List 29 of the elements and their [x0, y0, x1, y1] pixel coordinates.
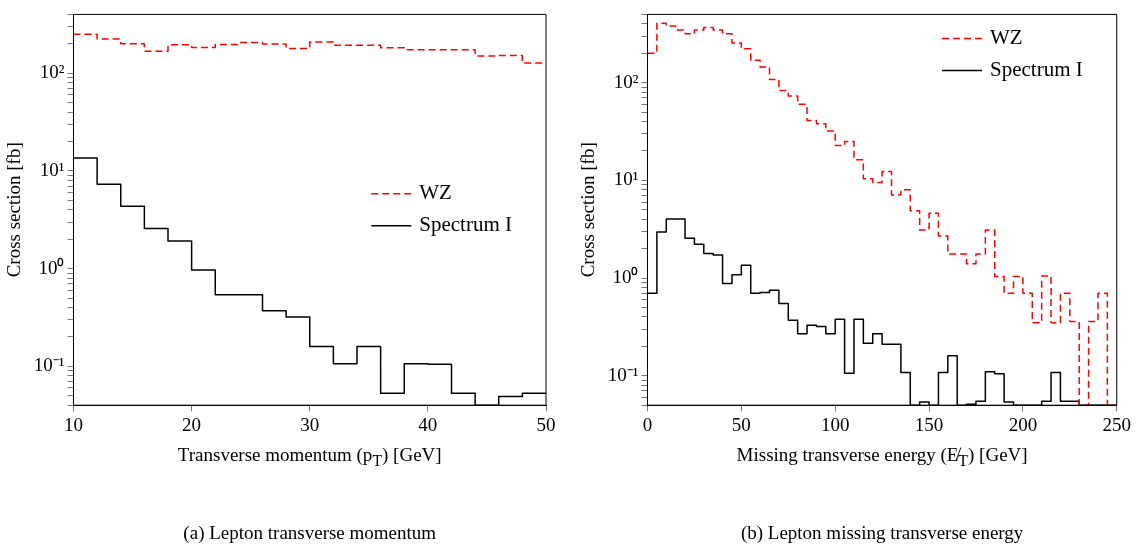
x-tick-label: 10: [64, 413, 83, 435]
y-tick-label: 10⁻¹: [607, 363, 639, 385]
text: (b) Lepton missing transverse energy: [740, 522, 1024, 544]
x-tick-label: 20: [182, 413, 202, 435]
x-tick-label: 50: [536, 413, 556, 435]
y-axis-title: Cross section [fb]: [577, 142, 599, 278]
x-tick-label: 150: [914, 413, 944, 435]
y-tick-label: 10⁰: [612, 266, 639, 288]
x-tick-label: 50: [731, 413, 751, 435]
x-axis-title: Transverse momentum (p$_{T}$) [GeV]: [177, 444, 442, 470]
legend-label: WZ: [990, 24, 1023, 49]
y-tick-label: 10⁻¹: [33, 354, 65, 376]
x-tick-label: 40: [418, 413, 438, 435]
y-tick-label: 10⁰: [38, 256, 65, 278]
text: (a) Lepton transverse momentum: [183, 522, 437, 544]
y-axis-title: Cross section [fb]: [3, 142, 25, 278]
y-tick-label: 10¹: [39, 158, 65, 180]
x-axis-title: Missing transverse energy (E̸$_{T}$) [GeV]: [736, 444, 1028, 470]
legend-label: Spectrum I: [990, 56, 1083, 81]
x-tick-label: 0: [642, 413, 653, 435]
x-tick-label: 30: [300, 413, 320, 435]
x-tick-label: 250: [1102, 413, 1131, 435]
y-tick-label: 10²: [613, 70, 639, 92]
legend-label: Spectrum I: [419, 212, 513, 237]
legend-label: WZ: [419, 180, 452, 205]
x-tick-label: 100: [820, 413, 850, 435]
y-tick-label: 10¹: [613, 168, 639, 190]
x-tick-label: 200: [1008, 413, 1038, 435]
y-tick-label: 10²: [39, 61, 65, 83]
